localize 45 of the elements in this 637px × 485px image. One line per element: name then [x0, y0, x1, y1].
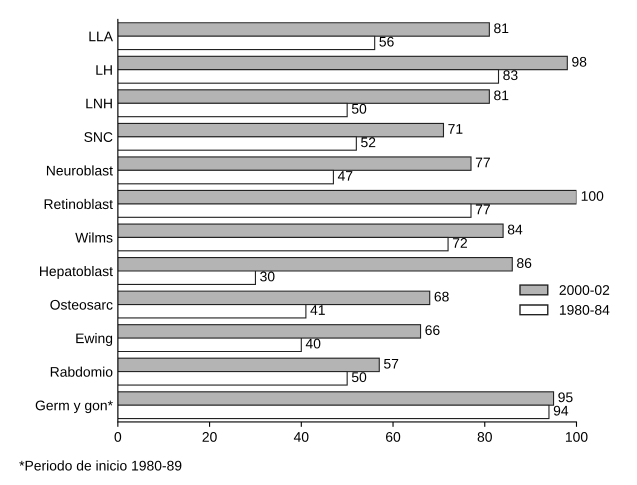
y-tick-label: Retinoblast	[44, 198, 113, 210]
data-label: 52	[361, 137, 376, 148]
x-tick-label: 60	[386, 432, 400, 442]
x-tick-label: 80	[478, 432, 492, 442]
data-label: 84	[508, 224, 522, 234]
x-tick-label: 20	[202, 432, 217, 442]
legend-label: 2000-02	[560, 285, 610, 295]
y-tick-label: LLA	[89, 32, 113, 42]
data-label: 86	[517, 258, 532, 268]
y-tick-label: Germ y gon*	[36, 400, 113, 414]
data-label: 83	[503, 70, 518, 80]
data-label: 81	[494, 90, 508, 100]
data-label: 100	[582, 191, 604, 201]
x-tick-label: 0	[114, 432, 122, 442]
data-label: 40	[306, 338, 320, 349]
data-label: 50	[352, 372, 366, 382]
data-label: 50	[352, 104, 366, 114]
data-label: 77	[476, 204, 490, 214]
y-tick-label: LNH	[86, 98, 112, 108]
data-label: 77	[476, 158, 490, 168]
y-tick-label: Hepatoblast	[40, 266, 113, 279]
y-tick-label: LH	[96, 65, 112, 75]
data-label: 47	[338, 171, 352, 181]
x-tick-label: 100	[566, 432, 588, 442]
data-label: 68	[434, 292, 449, 302]
y-tick-label: Rabdomio	[50, 366, 112, 377]
y-tick-label: SNC	[84, 132, 112, 142]
data-label: 81	[494, 23, 508, 34]
data-label: 95	[558, 392, 573, 402]
data-label: 56	[379, 36, 394, 47]
data-label: 71	[448, 124, 462, 134]
data-label: 94	[554, 406, 568, 416]
data-label: 57	[384, 358, 398, 369]
y-tick-label: Osteosarc	[50, 300, 113, 310]
y-tick-label: Neuroblast	[46, 165, 113, 176]
data-label: 41	[310, 305, 325, 315]
x-tick-label: 40	[294, 432, 308, 442]
y-tick-label: Wilms	[75, 232, 112, 243]
y-tick-label: Ewing	[76, 333, 112, 346]
text: *Periodo de inicio 1980-89	[19, 460, 182, 471]
data-label: 30	[260, 272, 275, 282]
data-label: 72	[452, 238, 467, 248]
legend-label: 1980-84	[560, 305, 610, 315]
data-label: 98	[572, 56, 586, 67]
data-label: 66	[425, 325, 440, 336]
